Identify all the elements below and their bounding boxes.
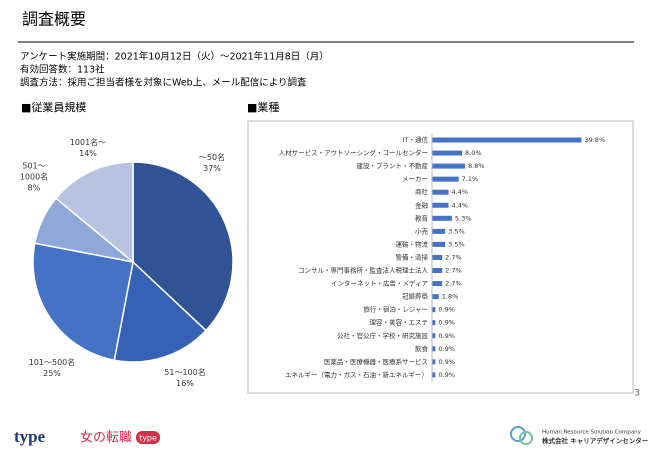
value-label: 3.5% [448, 240, 465, 248]
bar [432, 254, 443, 260]
bar [432, 241, 446, 247]
y-tick-label: メーカー [402, 175, 428, 183]
bar [432, 189, 449, 195]
slice-value: 25% [43, 369, 61, 378]
section-title: ■従業員規模 [21, 100, 86, 114]
info-line: 調査方法：採用ご担当者様を対象にWeb上、メール配信により調査 [20, 77, 307, 89]
value-label: 4.4% [452, 188, 469, 196]
value-label: 1.8% [442, 293, 459, 301]
value-label: 39.8% [584, 136, 605, 144]
bar [432, 150, 463, 156]
slice-category: 1001名～ [69, 138, 107, 147]
bar [432, 294, 439, 300]
value-label: 0.9% [438, 319, 455, 327]
y-tick-label: 飲食 [415, 344, 429, 353]
pie-slice [54, 161, 134, 264]
info-line: アンケート実施期間：2021年10月12日（火）～2021年11月8日（月） [20, 51, 329, 63]
slice-category: 51～100名 [164, 368, 206, 377]
value-label: 0.9% [438, 345, 455, 353]
y-tick-label: インターネット・広告・メディア [331, 279, 429, 288]
company-en: Human Resource Solution Company [542, 430, 642, 436]
y-tick-label: 小売 [415, 226, 429, 235]
slice-category: 101～500名 [28, 358, 76, 367]
value-label: 0.9% [438, 358, 455, 366]
bar [432, 307, 436, 313]
y-tick-label: 金融 [415, 200, 429, 209]
value-label: 0.9% [438, 332, 455, 340]
y-tick-label: 冠婚葬祭 [402, 292, 429, 301]
slice-category: ～50名 [198, 153, 226, 162]
bar [432, 320, 436, 326]
bar [432, 281, 443, 287]
y-tick-label: 公社・官公庁・学校・研究施設 [337, 331, 429, 340]
y-tick-label: 建設・プラント・不動産 [357, 161, 429, 170]
y-tick-label: 医薬品・医療機器・医療系サービス [324, 357, 428, 366]
pie-slice [113, 260, 207, 363]
logo-mark [519, 431, 533, 445]
pie-label: 51～100名 16% [155, 367, 215, 389]
info-line: 有効回答数：113社 [20, 64, 105, 76]
pie-label: 1001名～ 14% [58, 137, 118, 159]
bar [432, 202, 449, 208]
pie-label: ～50名 37% [182, 152, 242, 174]
chart-frame [247, 120, 634, 394]
value-label: 2.7% [445, 267, 462, 275]
bar [432, 333, 436, 339]
value-label: 4.4% [452, 201, 469, 209]
pie-label: 501～1000名 8% [19, 161, 49, 194]
pie-label: 101～500名 25% [22, 357, 82, 379]
value-label: 7.1% [462, 175, 479, 183]
y-tick-label: 商社 [415, 187, 429, 196]
value-label: 2.7% [445, 280, 462, 288]
y-tick-label: 人材サービス・アウトソーシング・コールセンター [279, 148, 428, 157]
value-label: 8.8% [468, 162, 485, 170]
company-jp: 株式会社 キャリアデザインセンター [542, 436, 648, 445]
slice-value: 16% [176, 379, 194, 388]
bar [432, 346, 436, 352]
y-tick-label: 教育 [415, 213, 429, 222]
slice-value: 8% [27, 183, 41, 193]
bar [432, 359, 436, 365]
bar [432, 372, 436, 378]
value-label: 3.5% [448, 227, 465, 235]
y-tick-label: 運輸・物流 [396, 239, 429, 248]
y-tick-label: 警備・清掃 [396, 252, 429, 261]
logo: type [139, 434, 157, 443]
pie-slice [32, 242, 134, 362]
logo: 女の転職 [80, 430, 132, 446]
pie-slice [132, 161, 234, 332]
y-tick-label: 理容・美容・エステ [370, 318, 429, 327]
page-number: 3 [634, 389, 640, 399]
value-label: 0.9% [438, 306, 455, 314]
section-title: ■業種 [247, 100, 279, 114]
value-label: 0.9% [438, 371, 455, 379]
bar [432, 228, 446, 234]
y-tick-label: 旅行・宿泊・レジャー [363, 305, 428, 314]
bar [432, 163, 466, 169]
slice-value: 37% [203, 164, 221, 173]
slide-title: 調査概要 [22, 10, 86, 29]
value-label: 8.0% [465, 149, 482, 157]
y-tick-label: コンサル・専門事務所・監査法人税理士法人 [298, 266, 429, 275]
bar [432, 137, 582, 143]
bar [432, 176, 459, 182]
logo-badge [136, 431, 160, 444]
bar [432, 268, 443, 273]
slice-value: 14% [79, 149, 97, 158]
slice-category: 501～1000名 [19, 161, 49, 182]
y-tick-label: IT・通信 [403, 135, 429, 144]
logo: type [14, 427, 46, 446]
value-label: 2.7% [445, 253, 462, 261]
logo-mark [510, 426, 526, 442]
value-label: 5.3% [455, 214, 472, 222]
y-tick-label: エネルギー（電力・ガス・石油・新エネルギー） [285, 370, 428, 379]
bar [432, 215, 452, 221]
